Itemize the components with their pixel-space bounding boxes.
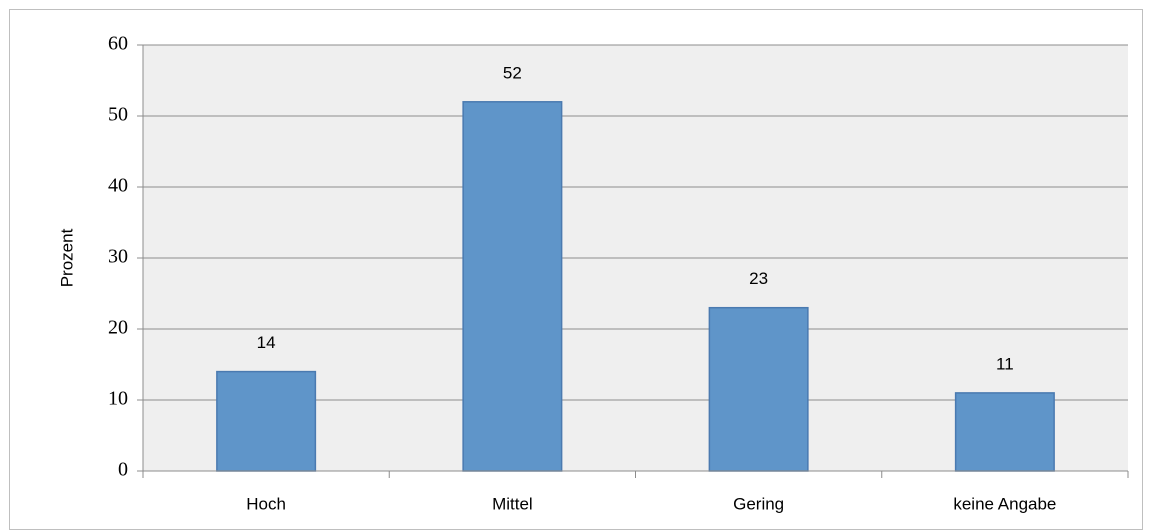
- y-tick-label: 0: [118, 459, 128, 481]
- data-label: 52: [503, 63, 522, 82]
- x-tick-label: Hoch: [246, 494, 286, 513]
- data-label: 14: [257, 333, 276, 352]
- bar: [216, 370, 317, 472]
- y-tick-label: 30: [108, 246, 128, 268]
- bar: [708, 306, 809, 472]
- y-tick-label: 60: [108, 33, 128, 55]
- x-tick-label: keine Angabe: [953, 494, 1056, 513]
- y-tick-label: 50: [108, 104, 128, 126]
- y-axis-label: Prozent: [57, 228, 76, 287]
- data-label: 11: [996, 354, 1014, 373]
- x-tick-label: Mittel: [492, 494, 533, 513]
- y-tick-label: 20: [108, 317, 128, 339]
- x-tick-label: Gering: [733, 494, 784, 513]
- y-tick-label: 40: [108, 175, 128, 197]
- bar: [954, 392, 1055, 472]
- bar: [462, 101, 563, 472]
- y-tick-label: 10: [108, 388, 128, 410]
- data-label: 23: [749, 269, 768, 288]
